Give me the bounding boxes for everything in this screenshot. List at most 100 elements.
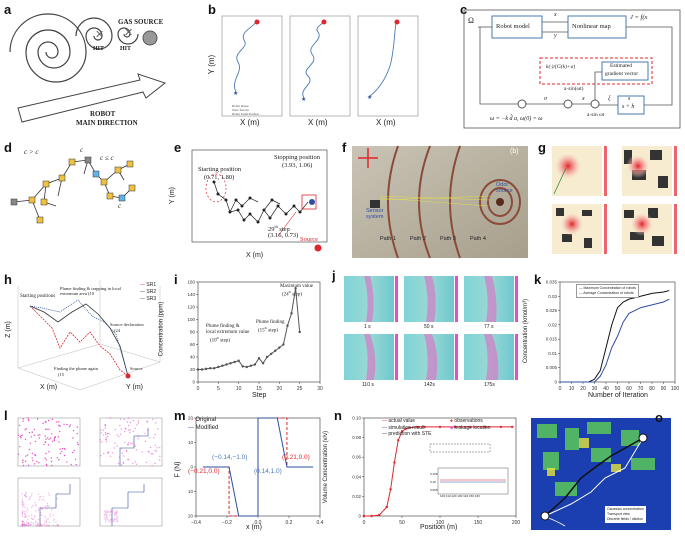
l-particle bbox=[21, 506, 24, 508]
chart-k-ytick-label-2: 0.01 bbox=[548, 351, 557, 356]
l-particle bbox=[99, 438, 101, 441]
f-sensor2: system bbox=[366, 214, 384, 220]
chart-i-point-0-14 bbox=[253, 363, 257, 366]
l-particle bbox=[109, 518, 112, 520]
l-particle bbox=[47, 518, 49, 520]
m-legend: - - Original — Modified bbox=[188, 416, 218, 432]
h-source-decl: Source declaration bbox=[110, 322, 144, 327]
l-particle bbox=[39, 514, 42, 516]
h-source-dot bbox=[125, 373, 131, 379]
l-particle bbox=[22, 523, 25, 526]
l-particle bbox=[25, 496, 28, 498]
l-particle bbox=[29, 442, 32, 444]
c-estimated: Estimated bbox=[610, 63, 632, 69]
l-particle bbox=[59, 448, 61, 450]
l-particle bbox=[22, 420, 24, 422]
l-particle bbox=[37, 522, 39, 524]
l-particle bbox=[44, 441, 46, 443]
l-particle bbox=[149, 437, 151, 439]
l-particle bbox=[27, 419, 30, 421]
l-particle bbox=[116, 521, 119, 523]
l-particle bbox=[38, 462, 40, 464]
l-particle bbox=[25, 516, 27, 518]
m-legend-original: - - Original bbox=[188, 417, 217, 423]
l-particle bbox=[45, 459, 47, 461]
l-particle bbox=[44, 515, 46, 518]
l-particle bbox=[116, 512, 118, 514]
l-particle bbox=[108, 433, 110, 435]
l-particle bbox=[103, 452, 105, 455]
panel-label-h: h bbox=[4, 272, 12, 287]
l-particle bbox=[72, 437, 74, 439]
l-particle bbox=[104, 521, 107, 523]
e-step-n: 29 bbox=[268, 226, 275, 234]
panel-h: h — SR1 — SR2 — SR3 Starting positions P… bbox=[0, 272, 170, 402]
chart-i-point-0-12 bbox=[245, 365, 248, 369]
chart-i-point-0-5 bbox=[217, 365, 220, 369]
l-particle bbox=[21, 523, 23, 525]
l-particle bbox=[105, 512, 107, 514]
l-particle bbox=[58, 421, 60, 423]
c-sum-3 bbox=[590, 99, 600, 109]
k-ylabel: Concentration (kmol/m³) bbox=[523, 298, 530, 364]
chart-k-xtick-label-9: 90 bbox=[661, 386, 667, 392]
l-particle bbox=[27, 518, 29, 521]
panel-j: j 1 s 50 s 77 s 110 s 142s 175s bbox=[330, 268, 530, 398]
l-particle bbox=[103, 510, 106, 512]
panel-label-c: c bbox=[460, 2, 468, 17]
l-particle bbox=[111, 512, 114, 515]
n-inset-x: 100 110 120 130 140 150 160 bbox=[440, 494, 480, 498]
l-particle bbox=[21, 503, 24, 506]
l-particle bbox=[53, 438, 55, 440]
l-particle bbox=[44, 420, 46, 423]
l-particle bbox=[115, 514, 118, 516]
chart-k-xtick-label-4: 40 bbox=[603, 386, 609, 392]
l-particle bbox=[39, 525, 41, 527]
b-route-1 bbox=[234, 21, 257, 93]
spiral-mid bbox=[75, 17, 113, 50]
l-particle bbox=[108, 511, 111, 514]
l-particle bbox=[37, 524, 39, 526]
l-particle bbox=[26, 524, 28, 527]
l-particle bbox=[104, 432, 107, 434]
chart-i-point-0-9 bbox=[233, 360, 236, 364]
l-particle bbox=[34, 440, 36, 443]
e-ylabel: Y (m) bbox=[168, 187, 176, 204]
l-particle bbox=[144, 432, 146, 435]
c-xi: ξ bbox=[608, 96, 611, 102]
l-particle bbox=[53, 524, 55, 526]
c-robot-model: Robot model bbox=[496, 23, 530, 30]
m-p3: (0.14,1.0) bbox=[254, 468, 282, 475]
l-particle bbox=[110, 511, 112, 513]
l-particle bbox=[57, 492, 59, 495]
b-legend-source: Odor Source bbox=[232, 108, 250, 112]
e-step-sup: th bbox=[274, 224, 278, 229]
chart-k-xtick-label-6: 60 bbox=[626, 386, 632, 392]
l-particle bbox=[45, 521, 47, 524]
l-particle bbox=[48, 505, 50, 507]
l-particle bbox=[36, 460, 38, 463]
l-particle bbox=[58, 441, 60, 443]
chart-i-point-0-22 bbox=[286, 324, 289, 327]
o-legend-2: Transport view bbox=[607, 512, 630, 516]
l-particle bbox=[109, 417, 112, 419]
panel-f-photo bbox=[352, 145, 528, 259]
chart-k-series-1 bbox=[560, 298, 670, 383]
l-particle bbox=[137, 420, 139, 422]
chart-k-xtick-label-8: 80 bbox=[649, 386, 655, 392]
c-sigma: σ bbox=[544, 96, 547, 102]
m-p1: (−0.21,0.0) bbox=[188, 468, 220, 475]
l-particle bbox=[117, 516, 119, 519]
c-border bbox=[463, 9, 681, 129]
l-particle bbox=[105, 438, 107, 441]
l-particle bbox=[39, 506, 42, 508]
c-asin2: a·sin ωt bbox=[587, 112, 605, 118]
spiral-small bbox=[117, 27, 139, 45]
panel-d: d c > c c ≤ c c c bbox=[0, 140, 150, 250]
chart-i-point-0-6 bbox=[221, 364, 224, 367]
l-particle bbox=[21, 512, 24, 514]
chart-i-ytick-label-0: 0 bbox=[192, 380, 195, 385]
l-particle bbox=[120, 428, 123, 430]
x-mark-1: ✕ bbox=[95, 29, 104, 41]
l-particle bbox=[21, 498, 23, 500]
